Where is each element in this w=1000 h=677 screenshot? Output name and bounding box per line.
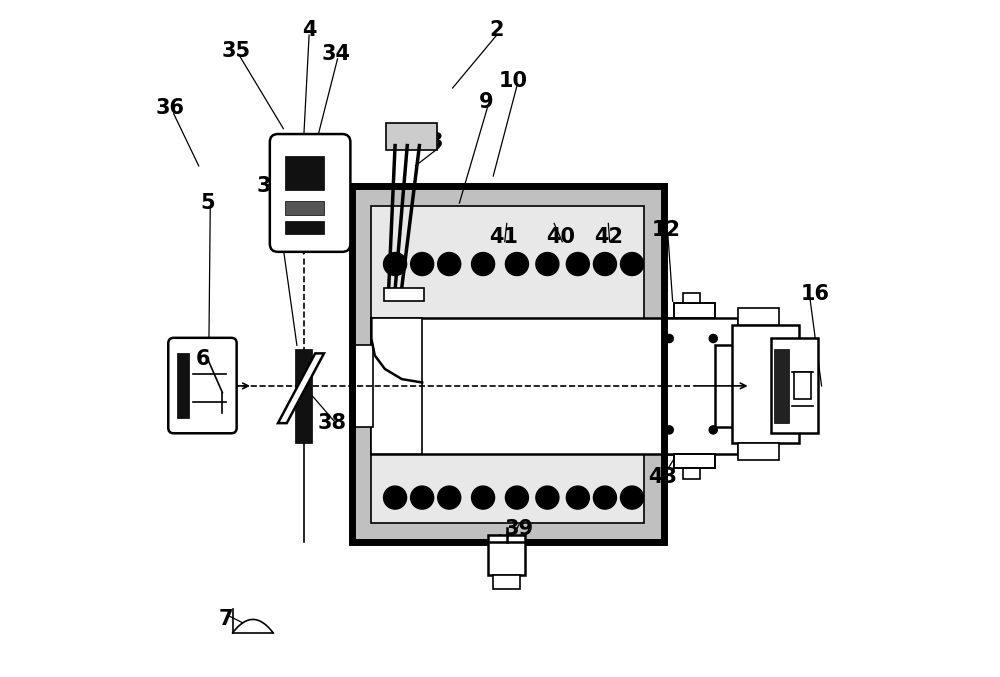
FancyBboxPatch shape (270, 134, 350, 252)
Text: 38: 38 (318, 413, 347, 433)
Bar (674, 454, 715, 468)
Bar (352, 186, 664, 542)
Circle shape (411, 253, 434, 276)
Circle shape (621, 486, 644, 509)
Circle shape (536, 253, 559, 276)
Bar (715, 345, 762, 427)
Polygon shape (278, 353, 324, 423)
Bar (295, 349, 312, 443)
Bar (738, 308, 779, 325)
Text: 39: 39 (504, 519, 534, 540)
Circle shape (621, 253, 644, 276)
Circle shape (566, 253, 589, 276)
Bar (177, 353, 189, 418)
Text: 10: 10 (499, 71, 528, 91)
Text: 42: 42 (594, 227, 623, 247)
Text: 11: 11 (303, 156, 332, 176)
Text: 9: 9 (479, 91, 494, 112)
Circle shape (665, 426, 673, 434)
Text: 2: 2 (489, 20, 504, 41)
FancyBboxPatch shape (168, 338, 237, 433)
Bar (384, 288, 424, 301)
Bar (285, 221, 324, 234)
Bar (674, 303, 715, 318)
Text: 6: 6 (196, 349, 211, 369)
Text: 35: 35 (221, 41, 251, 61)
Circle shape (709, 426, 717, 434)
Bar (683, 293, 700, 303)
Text: 16: 16 (800, 284, 829, 305)
Bar (664, 318, 738, 454)
Text: 34: 34 (322, 44, 351, 64)
Bar (285, 201, 324, 215)
Text: 43: 43 (648, 467, 677, 487)
Circle shape (438, 253, 461, 276)
Text: 3: 3 (428, 132, 443, 152)
Circle shape (384, 486, 407, 509)
Bar (774, 349, 789, 423)
Bar (386, 123, 437, 150)
Text: 36: 36 (155, 98, 184, 118)
Bar (352, 186, 664, 542)
Circle shape (593, 253, 616, 276)
Bar (352, 345, 373, 427)
Circle shape (709, 334, 717, 343)
Bar (371, 318, 690, 454)
Bar (493, 575, 520, 589)
Bar (794, 372, 811, 399)
Bar (674, 303, 715, 318)
Circle shape (411, 486, 434, 509)
Text: 12: 12 (651, 220, 680, 240)
Circle shape (593, 486, 616, 509)
Text: 37: 37 (257, 176, 286, 196)
Circle shape (566, 486, 589, 509)
Text: 41: 41 (489, 227, 518, 247)
Bar (771, 338, 818, 433)
Circle shape (472, 486, 495, 509)
Bar (732, 325, 799, 443)
Bar (371, 318, 422, 454)
Text: 7: 7 (219, 609, 233, 630)
Text: 5: 5 (200, 193, 215, 213)
Bar (488, 535, 525, 575)
Bar (683, 468, 700, 479)
Circle shape (472, 253, 495, 276)
Circle shape (665, 334, 673, 343)
Circle shape (505, 253, 528, 276)
Text: 4: 4 (302, 20, 316, 41)
Circle shape (438, 486, 461, 509)
Bar (371, 206, 644, 523)
Circle shape (505, 486, 528, 509)
Circle shape (536, 486, 559, 509)
Circle shape (384, 253, 407, 276)
Bar (285, 156, 324, 190)
Bar (738, 443, 779, 460)
Bar (674, 454, 715, 468)
Text: 40: 40 (546, 227, 575, 247)
